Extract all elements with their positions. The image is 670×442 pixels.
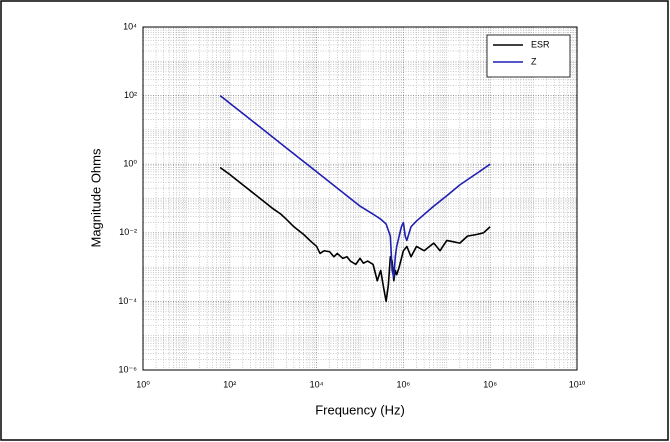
- y-tick-label: 10⁴: [123, 21, 137, 31]
- x-tick-label: 10⁴: [310, 379, 324, 389]
- series-line: [219, 166, 491, 303]
- x-tick-label: 10⁸: [483, 379, 497, 389]
- grid: [142, 26, 578, 371]
- x-tick-label: 10¹⁰: [569, 379, 586, 389]
- x-tick-label: 10⁰: [136, 379, 150, 389]
- x-tick-label: 10²: [223, 379, 236, 389]
- x-axis-label: Frequency (Hz): [315, 402, 405, 417]
- series-line: [219, 94, 491, 279]
- marks: [219, 94, 491, 303]
- x-tick-label: 10⁶: [397, 379, 411, 389]
- y-tick-label: 10⁻⁶: [119, 364, 138, 374]
- y-tick-label: 10⁻⁴: [118, 296, 137, 306]
- y-tick-label: 10⁻²: [119, 227, 137, 237]
- y-tick-label: 10⁰: [123, 159, 137, 169]
- legend-label: ESR: [531, 39, 550, 49]
- legend: ESR Z: [486, 34, 571, 78]
- y-axis-label: Magnitude Ohms: [88, 148, 103, 247]
- y-tick-label: 10²: [124, 90, 137, 100]
- plot-frame: [142, 26, 578, 371]
- legend-label: Z: [531, 56, 537, 66]
- legend-box: [486, 34, 571, 78]
